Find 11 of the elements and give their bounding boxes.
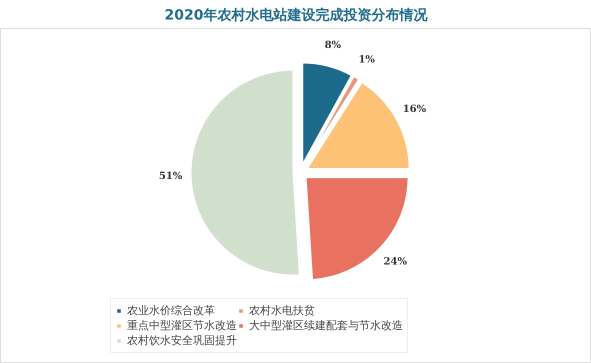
legend-label: 重点中型灌区节水改造 [127, 318, 237, 333]
legend-label: 农业水价综合改革 [127, 303, 215, 318]
data-label: 24% [384, 256, 408, 268]
data-label: 16% [402, 104, 427, 115]
data-label: 51% [158, 170, 183, 182]
legend-label: 大中型灌区续建配套与节水改造 [249, 318, 403, 333]
chart-title: 2020年农村水电站建设完成投资分布情况 [164, 6, 428, 24]
data-label: 1% [358, 54, 376, 66]
legend-label: 农村水电扶贫 [249, 303, 315, 318]
data-label: 8% [324, 40, 342, 52]
legend-label: 农村饮水安全巩固提升 [127, 333, 237, 348]
